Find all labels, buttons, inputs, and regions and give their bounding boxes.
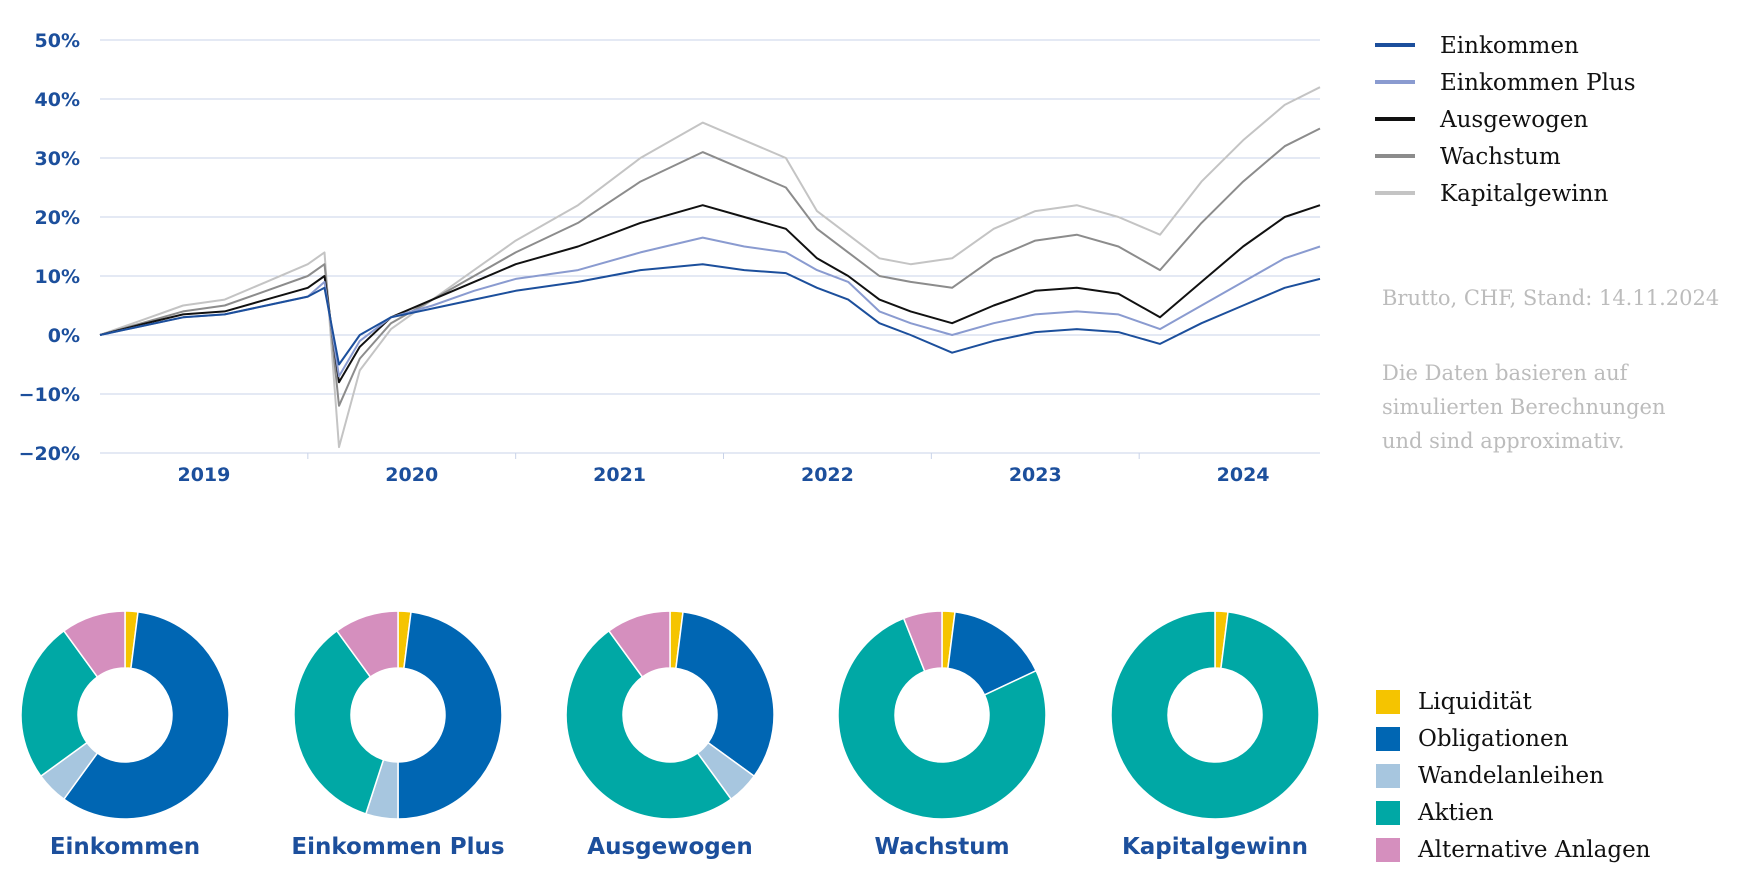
legend-label: Kapitalgewinn — [1440, 181, 1608, 207]
y-tick-label: 20% — [35, 207, 80, 229]
pie-legend-label: Wandelanleihen — [1418, 763, 1604, 789]
pie-einkommen-plus: Einkommen Plus — [291, 610, 505, 860]
pie-slice-alternative-anlagen — [607, 610, 671, 679]
series-line-wachstum — [99, 127, 1321, 407]
chart-notes: Brutto, CHF, Stand: 14.11.2024 Die Daten… — [1382, 286, 1719, 453]
x-tick-label: 2024 — [1217, 464, 1270, 486]
pie-slice-obligationen — [397, 610, 503, 820]
pie-slice-aktien — [20, 629, 99, 778]
x-tick-label: 2022 — [801, 464, 854, 486]
series-lines — [99, 86, 1321, 449]
note-stand: Brutto, CHF, Stand: 14.11.2024 — [1382, 286, 1719, 310]
series-line-einkommen-plus — [99, 236, 1321, 378]
pie-slice-aktien — [837, 617, 1047, 820]
legend-label: Einkommen Plus — [1440, 70, 1636, 96]
pie-legend-swatch — [1376, 764, 1400, 788]
y-tick-label: 30% — [35, 148, 80, 170]
pie-slice-obligationen — [62, 610, 230, 820]
x-tick-label: 2019 — [177, 464, 230, 486]
pie-slice-alternative-anlagen — [902, 610, 943, 673]
pie-legend-swatch — [1376, 801, 1400, 825]
pie-kapitalgewinn: Kapitalgewinn — [1110, 610, 1320, 860]
y-tick-label: −10% — [19, 384, 80, 406]
pie-title: Einkommen Plus — [291, 834, 504, 860]
y-tick-label: 0% — [48, 325, 80, 347]
y-tick-label: 10% — [35, 266, 80, 288]
note-line-1: Die Daten basieren auf — [1382, 361, 1630, 385]
y-tick-label: −20% — [19, 443, 80, 465]
pie-title: Wachstum — [874, 834, 1009, 860]
y-tick-label: 50% — [35, 30, 80, 52]
y-axis: 50% 40% 30% 20% 10% 0% −10% −20% — [19, 30, 80, 465]
pie-slice-alternative-anlagen — [62, 610, 126, 679]
pie-legend-swatch — [1376, 690, 1400, 714]
legend-label: Einkommen — [1440, 33, 1579, 59]
pie-legend-label: Alternative Anlagen — [1417, 837, 1651, 863]
pie-legend-label: Liquidität — [1418, 689, 1533, 715]
pie-slice-obligationen — [675, 610, 775, 778]
x-axis: 2019 2020 2021 2022 2023 2024 — [100, 452, 1320, 486]
y-tick-label: 40% — [35, 89, 80, 111]
legend-label: Ausgewogen — [1439, 107, 1588, 133]
pie-legend-label: Obligationen — [1418, 726, 1569, 752]
pie-title: Einkommen — [50, 834, 200, 860]
allocation-pies: Einkommen Einkommen Plus Ausgewogen Wachstu… — [20, 610, 1320, 860]
grid — [100, 39, 1320, 454]
series-line-kapitalgewinn — [99, 86, 1321, 449]
pie-legend-swatch — [1376, 727, 1400, 751]
line-legend: Einkommen Einkommen Plus Ausgewogen Wachstu… — [1375, 33, 1636, 207]
x-tick-label: 2021 — [593, 464, 646, 486]
legend-label: Wachstum — [1440, 144, 1561, 170]
pie-slice-aktien — [293, 629, 385, 815]
x-tick-label: 2020 — [385, 464, 438, 486]
pie-title: Ausgewogen — [587, 834, 752, 860]
note-line-3: und sind approximativ. — [1382, 429, 1625, 453]
pie-title: Kapitalgewinn — [1122, 834, 1308, 860]
pie-einkommen: Einkommen — [20, 610, 230, 860]
pie-wachstum: Wachstum — [837, 610, 1047, 860]
note-line-2: simulierten Berechnungen — [1382, 395, 1665, 419]
pie-legend-label: Aktien — [1417, 800, 1494, 826]
pie-ausgewogen: Ausgewogen — [565, 610, 775, 860]
x-tick-label: 2023 — [1009, 464, 1062, 486]
pie-slice-alternative-anlagen — [335, 610, 399, 679]
pie-legend-swatch — [1376, 838, 1400, 862]
pie-slice-aktien — [565, 629, 733, 820]
pie-slice-aktien — [1110, 610, 1320, 820]
pie-legend: Liquidität Obligationen Wandelanleihen Akti… — [1376, 689, 1651, 863]
series-line-einkommen — [99, 263, 1321, 366]
line-chart: 50%40%30%20%10%0%−10%−20% 2019 2020 2021 20… — [19, 30, 1321, 486]
series-line-ausgewogen — [99, 204, 1321, 384]
